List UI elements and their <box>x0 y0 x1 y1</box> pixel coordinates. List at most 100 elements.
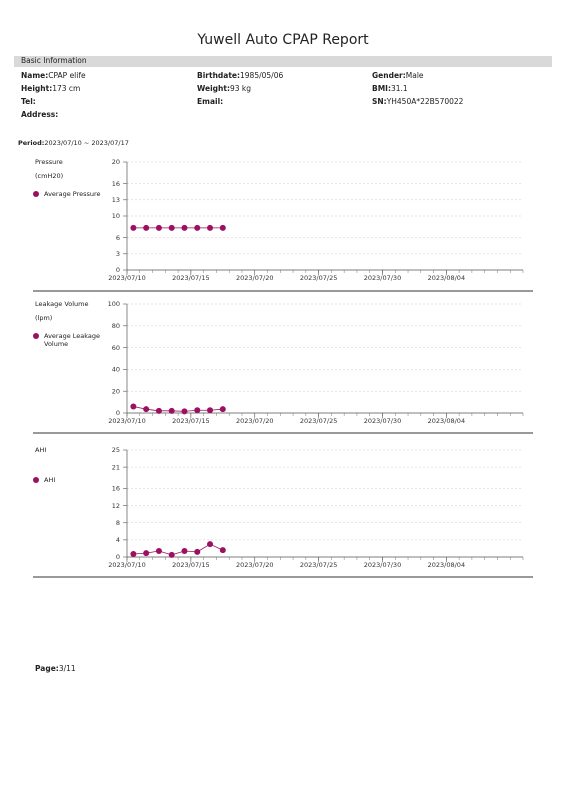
info-field-label: Email: <box>197 97 224 106</box>
y-tick-label: 0 <box>116 266 120 274</box>
chart-unit: (cmH20) <box>35 172 64 180</box>
info-field-label: Weight: <box>197 84 230 93</box>
y-tick-label: 13 <box>112 196 120 204</box>
x-tick-label: 2023/08/04 <box>428 417 465 425</box>
data-point <box>155 224 162 231</box>
info-field: Name:CPAP elife <box>21 71 86 80</box>
y-tick-label: 4 <box>116 536 120 544</box>
info-field-value: 93 kg <box>229 84 252 93</box>
y-tick-label: 16 <box>112 180 120 188</box>
x-tick-label: 2023/07/25 <box>300 417 337 425</box>
x-tick-label: 2023/07/25 <box>300 561 337 569</box>
x-tick-label: 2023/08/04 <box>428 274 465 282</box>
data-point <box>155 407 162 414</box>
page-number-value: 3/11 <box>58 664 76 673</box>
info-field: Address: <box>21 110 58 119</box>
data-point <box>181 224 188 231</box>
y-tick-label: 100 <box>108 300 120 308</box>
info-field: Tel: <box>21 97 36 106</box>
chart-title: AHI <box>35 446 47 454</box>
info-field: BMI:31.1 <box>372 84 408 93</box>
data-point <box>194 407 201 414</box>
info-field-label: Height: <box>21 84 53 93</box>
x-tick-label: 2023/07/15 <box>172 561 209 569</box>
info-field: Email: <box>197 97 223 106</box>
y-tick-label: 20 <box>112 387 120 395</box>
x-tick-label: 2023/07/20 <box>236 274 273 282</box>
data-point <box>168 224 175 231</box>
info-field-value: 173 cm <box>52 84 81 93</box>
data-point <box>155 548 162 555</box>
x-tick-label: 2023/07/20 <box>236 561 273 569</box>
x-tick-label: 2023/07/30 <box>364 561 401 569</box>
x-tick-label: 2023/07/15 <box>172 417 209 425</box>
info-field-label: SN: <box>372 97 387 106</box>
y-tick-label: 3 <box>116 250 120 258</box>
x-tick-label: 2023/07/10 <box>108 561 145 569</box>
page-number: Page:3/11 <box>35 664 76 673</box>
data-point <box>143 406 150 413</box>
y-tick-label: 12 <box>112 502 120 510</box>
chart-title: Leakage Volume <box>35 300 89 308</box>
period: Period:2023/07/10 ~ 2023/07/17 <box>18 139 129 147</box>
data-point <box>219 224 226 231</box>
x-tick-label: 2023/07/30 <box>364 274 401 282</box>
info-field-value: Male <box>405 71 424 80</box>
data-point <box>130 551 137 558</box>
data-point <box>207 224 214 231</box>
y-tick-label: 6 <box>116 234 120 242</box>
x-tick-label: 2023/07/10 <box>108 417 145 425</box>
info-field-label: Gender: <box>372 71 406 80</box>
chart-unit: (lpm) <box>35 314 53 322</box>
info-field-label: BMI: <box>372 84 391 93</box>
info-field-value: 31.1 <box>390 84 408 93</box>
x-tick-label: 2023/07/20 <box>236 417 273 425</box>
data-point <box>168 551 175 558</box>
info-field-label: Birthdate: <box>197 71 241 80</box>
data-point <box>181 548 188 555</box>
data-point <box>194 548 201 555</box>
legend-marker <box>33 477 39 483</box>
data-point <box>181 408 188 415</box>
y-tick-label: 25 <box>112 446 120 454</box>
report-title: Yuwell Auto CPAP Report <box>197 32 369 48</box>
legend-label: Average Pressure <box>44 190 101 198</box>
x-tick-label: 2023/07/15 <box>172 274 209 282</box>
page-number-label: Page: <box>35 664 59 673</box>
legend-label: AHI <box>44 476 56 484</box>
y-tick-label: 10 <box>112 212 120 220</box>
y-tick-label: 16 <box>112 485 120 493</box>
info-field-label: Tel: <box>21 97 36 106</box>
y-tick-label: 8 <box>116 519 120 527</box>
y-tick-label: 80 <box>112 322 120 330</box>
data-point <box>130 403 137 410</box>
y-tick-label: 0 <box>116 409 120 417</box>
y-tick-label: 40 <box>112 366 120 374</box>
info-field-value: 1985/05/06 <box>240 71 284 80</box>
data-point <box>207 407 214 414</box>
data-point <box>219 406 226 413</box>
data-point <box>194 224 201 231</box>
y-tick-label: 0 <box>116 553 120 561</box>
y-tick-label: 60 <box>112 344 120 352</box>
section-bar: Basic Information <box>14 56 552 67</box>
info-field: Weight:93 kg <box>197 84 251 93</box>
x-tick-label: 2023/08/04 <box>428 561 465 569</box>
section-heading: Basic Information <box>21 56 87 65</box>
legend-marker <box>33 333 39 339</box>
info-field: Birthdate:1985/05/06 <box>197 71 283 80</box>
info-field-label: Address: <box>21 110 59 119</box>
period-label: Period: <box>18 139 45 147</box>
info-field: SN:YH450A*22B570022 <box>372 97 463 106</box>
data-point <box>168 407 175 414</box>
info-field: Height:173 cm <box>21 84 80 93</box>
data-point <box>219 547 226 554</box>
y-tick-label: 21 <box>112 463 120 471</box>
y-tick-label: 20 <box>112 158 120 166</box>
legend-marker <box>33 191 39 197</box>
period-value: 2023/07/10 ~ 2023/07/17 <box>44 139 129 147</box>
info-field-value: CPAP elife <box>48 71 86 80</box>
x-tick-label: 2023/07/10 <box>108 274 145 282</box>
